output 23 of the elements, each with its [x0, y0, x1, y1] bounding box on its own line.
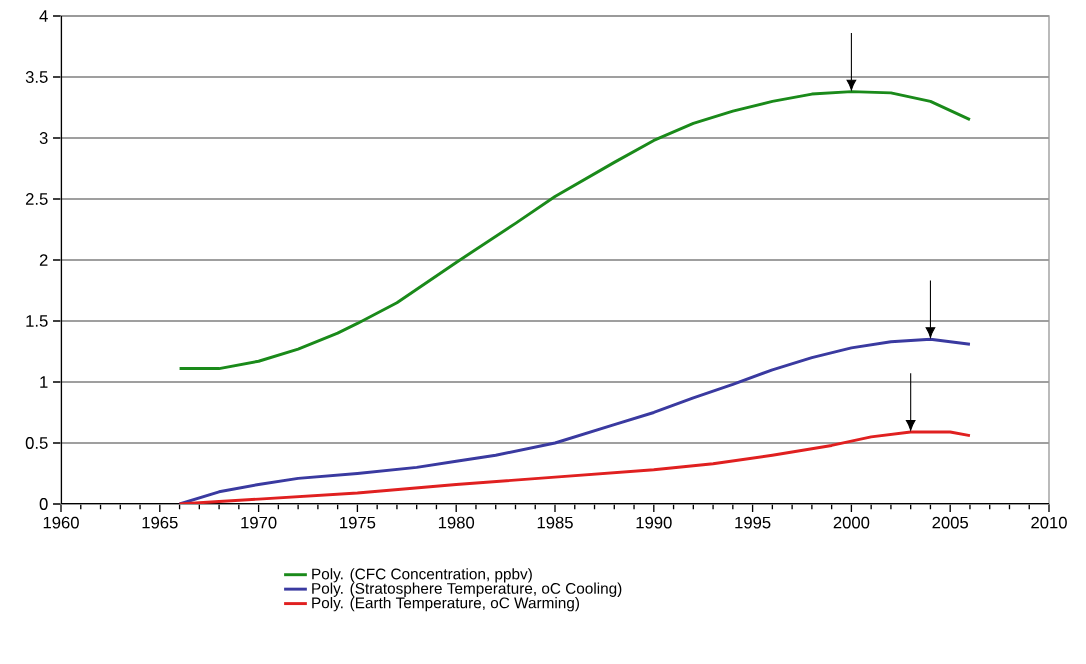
x-tick-label: 1990: [636, 516, 672, 529]
x-tick-label: 1985: [537, 516, 573, 529]
y-tick-label: 3.5: [25, 71, 48, 83]
y-tick-label: 2: [39, 254, 48, 266]
y-tick-label: 1.5: [26, 315, 48, 327]
legend-label: Poly. (CFC Concentration, ppbv): [312, 568, 532, 583]
x-tick-label: 2010: [1031, 516, 1067, 529]
x-tick-label: 1965: [142, 516, 178, 529]
legend-label: Poly. (Earth Temperature, oC Warming): [312, 597, 580, 612]
x-tick-label: 2005: [932, 516, 969, 529]
x-tick-label: 1975: [340, 516, 376, 529]
y-tick-label: 1: [40, 376, 48, 388]
x-tick-label: 1980: [438, 516, 475, 529]
x-tick-label: 1970: [241, 516, 277, 529]
x-tick-label: 1960: [43, 516, 79, 529]
y-tick-label: 3: [39, 132, 48, 144]
y-tick-label: 0: [39, 498, 48, 510]
legend-label: Poly. (Stratosphere Temperature, oC Cooling): [312, 582, 622, 597]
x-tick-label: 1995: [735, 516, 771, 529]
y-tick-label: 4: [39, 10, 48, 22]
y-tick-label: 0.5: [25, 437, 48, 449]
x-tick-label: 2000: [833, 516, 870, 529]
y-tick-label: 2.5: [25, 193, 48, 205]
